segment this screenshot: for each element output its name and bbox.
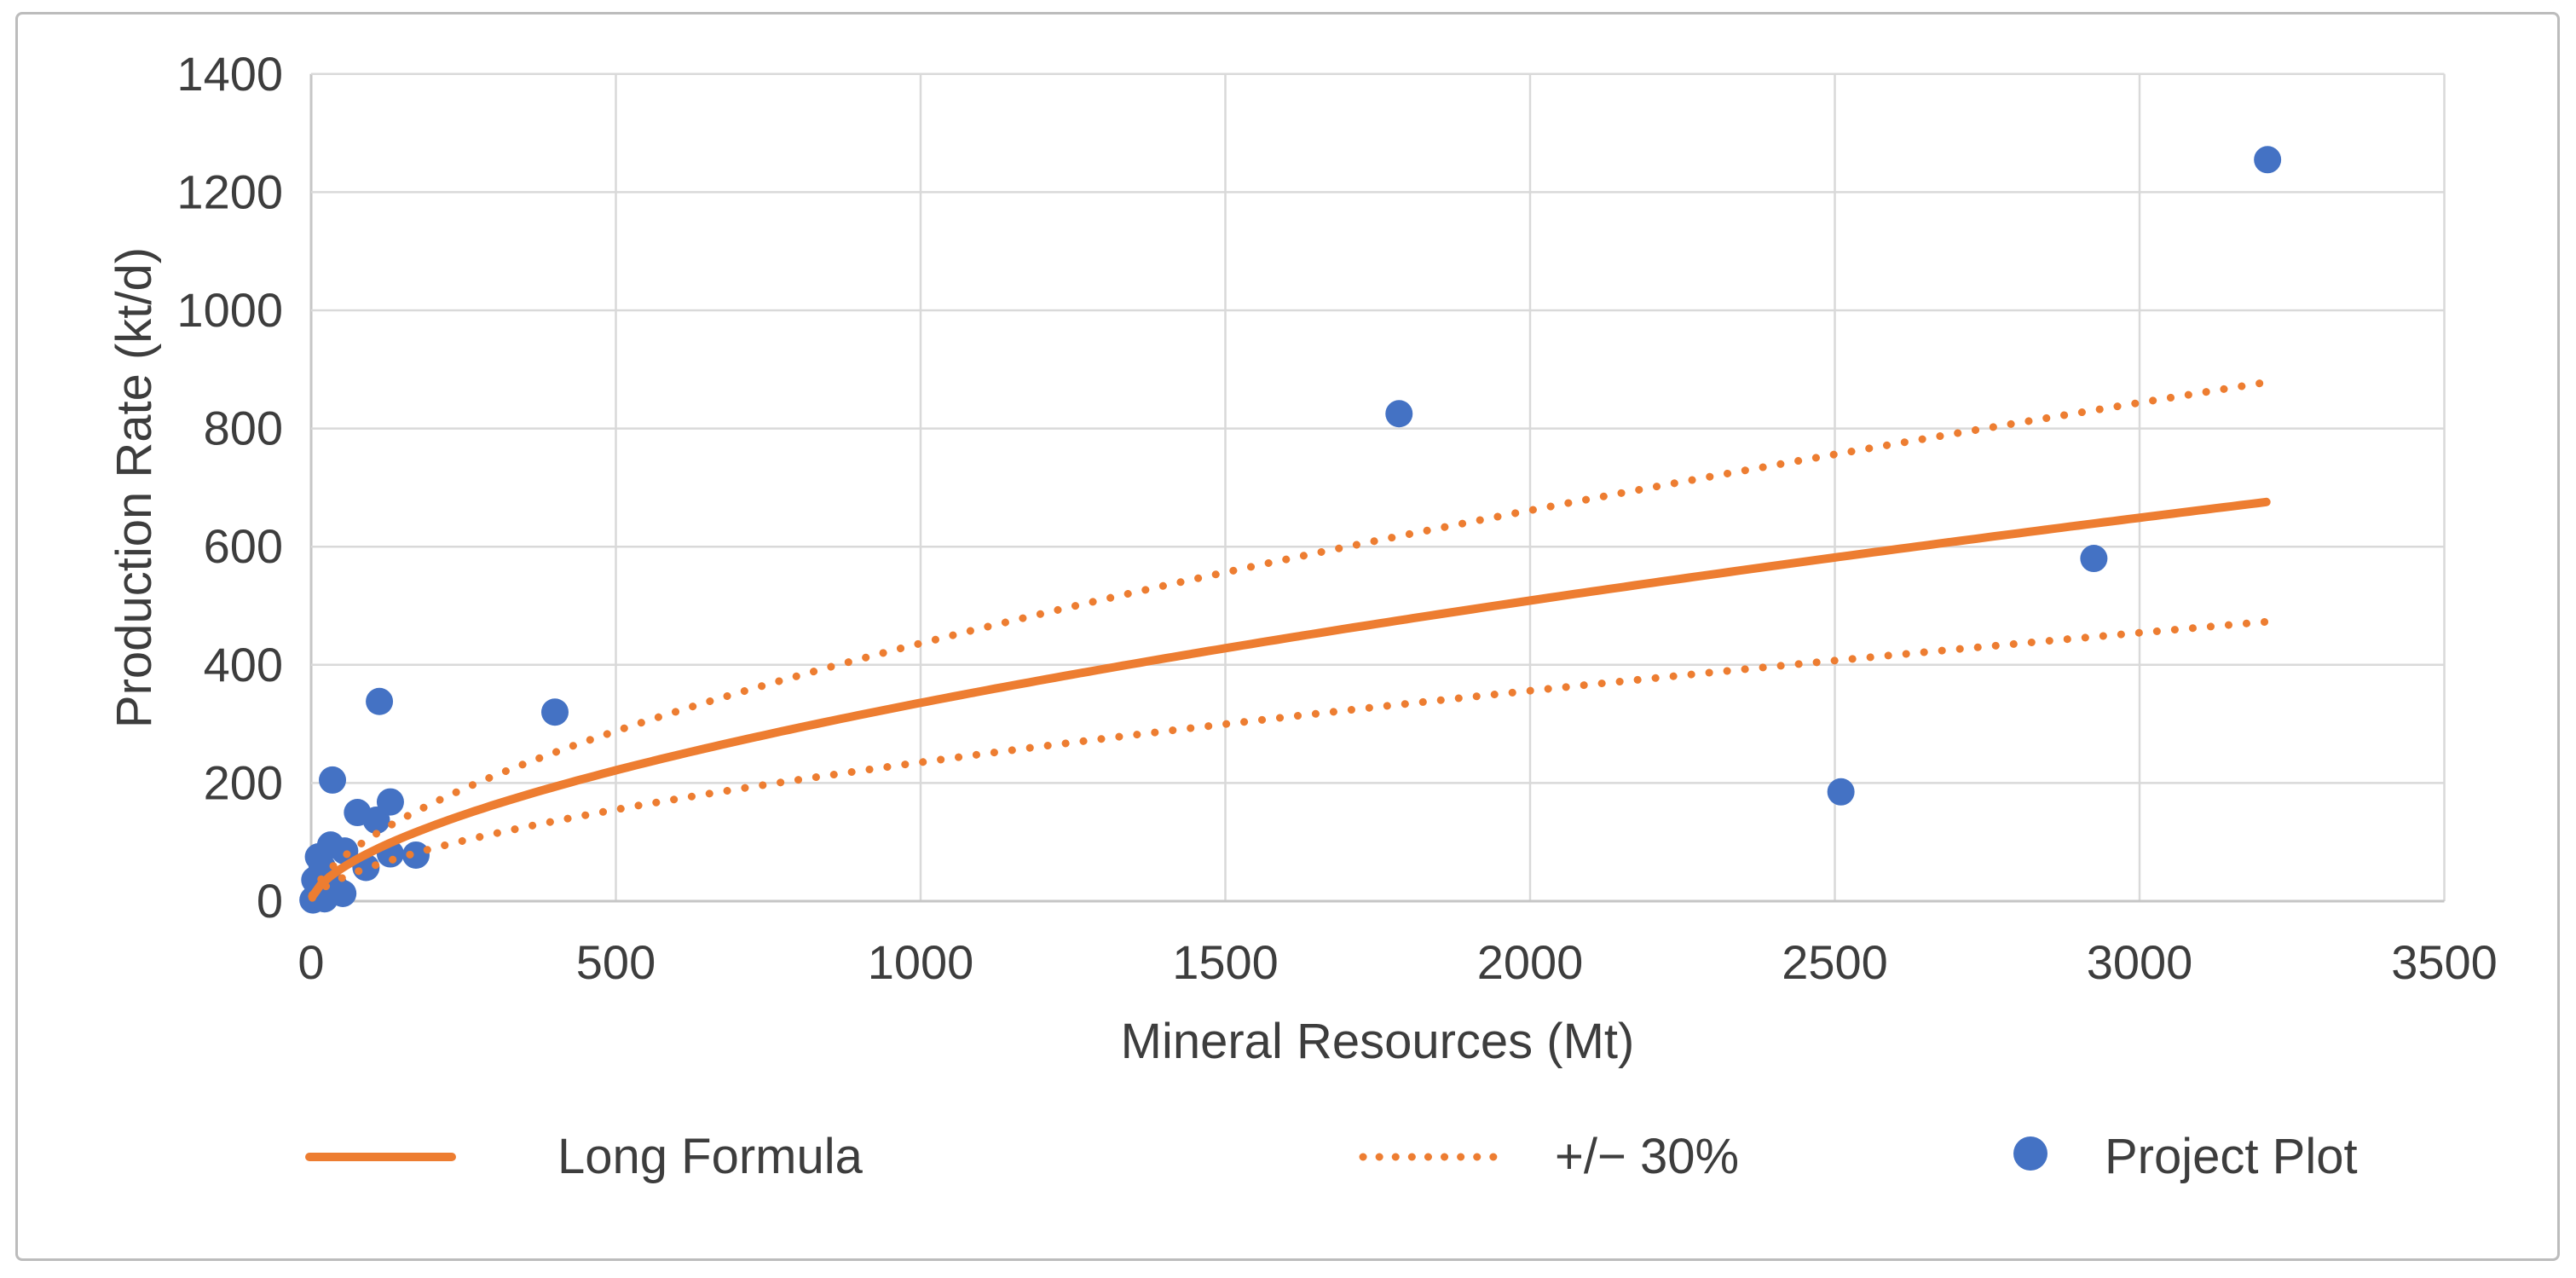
- band-line-lower: [308, 617, 2271, 902]
- band-line-upper: [308, 378, 2271, 899]
- y-tick-label: 0: [257, 874, 283, 928]
- y-tick-label: 800: [204, 402, 283, 455]
- x-axis-title: Mineral Resources (Mt): [1120, 1014, 1635, 1069]
- legend-item-long-formula: Long Formula: [557, 1129, 863, 1184]
- y-tick-label: 400: [204, 638, 283, 691]
- data-point: [319, 766, 347, 794]
- data-point: [329, 879, 357, 907]
- long-formula-line-swatch: [305, 1153, 456, 1161]
- legend-item-project-plot: Project Plot: [2105, 1129, 2358, 1184]
- x-tick-label: 1000: [868, 935, 974, 989]
- data-point: [541, 698, 569, 726]
- legend-item-band: +/− 30%: [1555, 1129, 1740, 1184]
- project-plot-marker-swatch: [2013, 1136, 2048, 1171]
- x-tick-label: 2000: [1477, 935, 1584, 989]
- x-tick-label: 0: [297, 935, 324, 989]
- y-tick-label: 1400: [176, 47, 283, 101]
- data-point: [376, 788, 404, 816]
- data-point: [1827, 778, 1855, 806]
- gridlines: [309, 72, 2446, 903]
- y-tick-label: 200: [204, 755, 283, 809]
- long-formula-line: [308, 497, 2271, 901]
- data-point: [401, 841, 430, 869]
- axis-tick-labels: 0 500 1000 1500 2000 2500 3000 3500 0 200 400 600 80…: [176, 47, 2497, 989]
- project-plot-points: [299, 146, 2282, 914]
- x-tick-label: 3500: [2391, 935, 2498, 989]
- data-point: [1385, 400, 1413, 428]
- data-point: [2254, 146, 2282, 174]
- data-point: [366, 687, 394, 715]
- formula-curves: [308, 378, 2271, 902]
- y-axis-title: Production Rate (kt/d): [107, 246, 162, 729]
- x-tick-label: 500: [576, 935, 656, 989]
- x-tick-label: 3000: [2087, 935, 2193, 989]
- plus-minus-band-swatch: [1359, 1153, 1504, 1161]
- data-point: [2080, 545, 2108, 573]
- x-tick-label: 1500: [1172, 935, 1279, 989]
- y-tick-label: 1200: [176, 165, 283, 218]
- y-tick-label: 600: [204, 519, 283, 573]
- x-tick-label: 2500: [1782, 935, 1888, 989]
- y-tick-label: 1000: [176, 283, 283, 337]
